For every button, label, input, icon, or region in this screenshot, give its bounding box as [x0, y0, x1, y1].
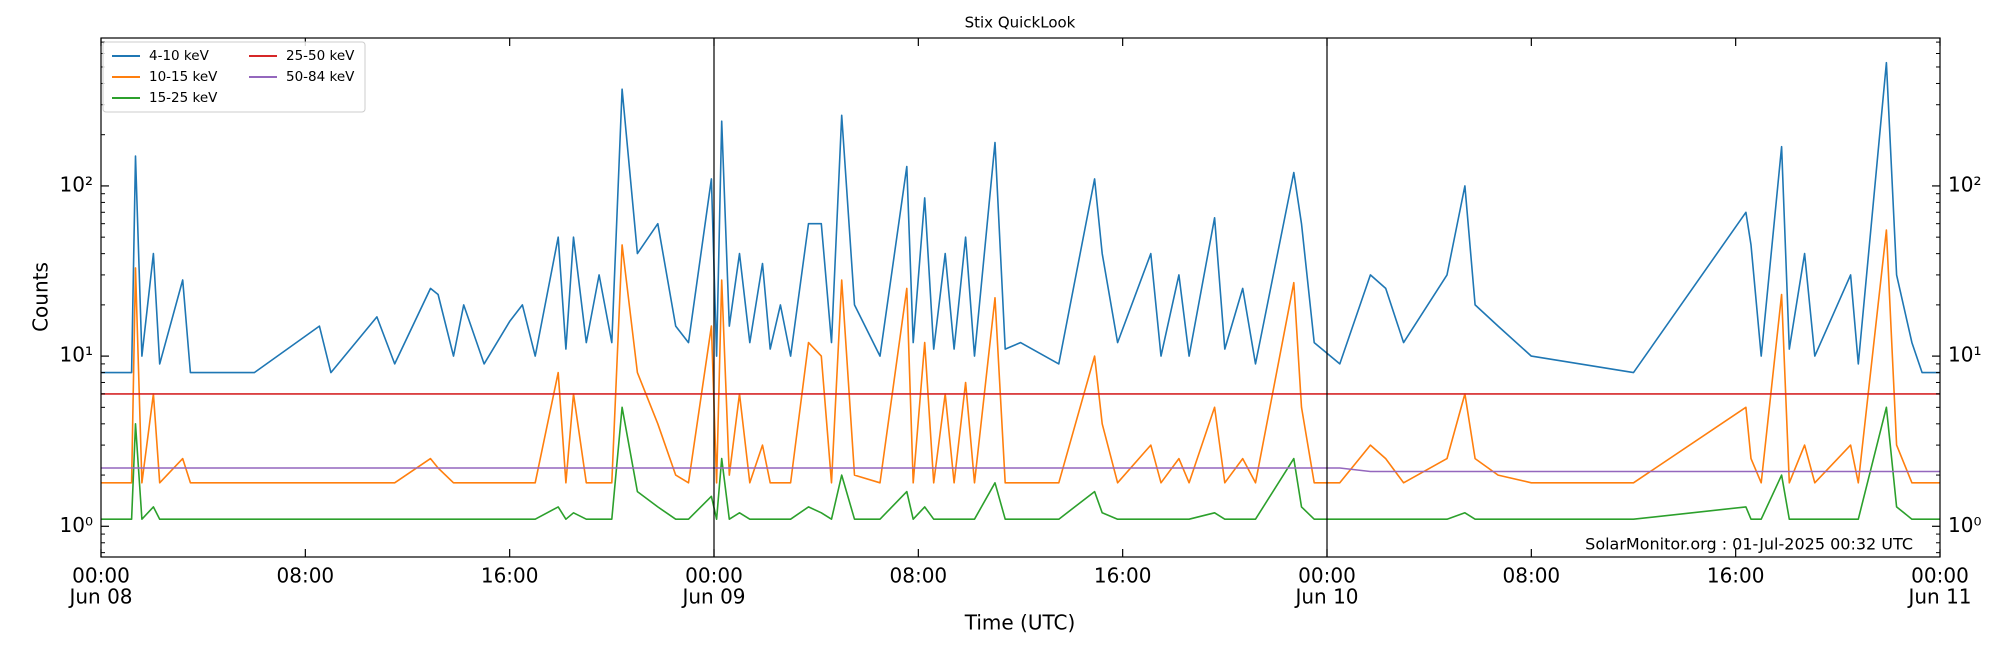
y-tick-label: 10¹ — [60, 343, 93, 367]
x-tick-label: 08:00 — [1503, 564, 1561, 588]
chart-title: Stix QuickLook — [965, 14, 1076, 32]
x-tick-label: 00:00 — [72, 564, 130, 588]
y-tick-label: 10¹ — [1948, 343, 1981, 367]
legend-label: 25-50 keV — [286, 48, 355, 64]
x-tick-label: Jun 09 — [680, 585, 745, 609]
series-line — [101, 467, 1940, 473]
x-tick-label: 08:00 — [277, 564, 335, 588]
series-line — [101, 406, 1940, 521]
series-layer — [101, 61, 1940, 521]
x-axis-label: Time (UTC) — [964, 611, 1076, 635]
y-tick-label: 10⁰ — [1948, 513, 1981, 537]
y-axis-label: Counts — [29, 262, 53, 332]
series-line — [101, 61, 1940, 374]
legend-label: 4-10 keV — [149, 48, 210, 64]
x-tick-label: 16:00 — [1707, 564, 1765, 588]
x-tick-label: Jun 08 — [67, 585, 132, 609]
legend-label: 50-84 keV — [286, 69, 355, 85]
x-tick-label: Jun 10 — [1293, 585, 1358, 609]
x-tick-label: 16:00 — [481, 564, 539, 588]
annotation: SolarMonitor.org : 01-Jul-2025 00:32 UTC — [1585, 535, 1913, 554]
y-tick-label: 10² — [60, 172, 93, 196]
y-tick-label: 10² — [1948, 172, 1981, 196]
x-tick-label: 16:00 — [1094, 564, 1152, 588]
plot-frame — [100, 37, 1941, 558]
series-line — [101, 229, 1940, 484]
y-tick-label: 10⁰ — [60, 513, 93, 537]
x-tick-label: 00:00 — [1911, 564, 1969, 588]
x-tick-label: 00:00 — [685, 564, 743, 588]
legend-label: 15-25 keV — [149, 90, 218, 106]
legend-box — [102, 41, 366, 113]
x-tick-label: Jun 11 — [1906, 585, 1971, 609]
x-tick-label: 00:00 — [1298, 564, 1356, 588]
x-tick-label: 08:00 — [890, 564, 948, 588]
legend-label: 10-15 keV — [149, 69, 218, 85]
